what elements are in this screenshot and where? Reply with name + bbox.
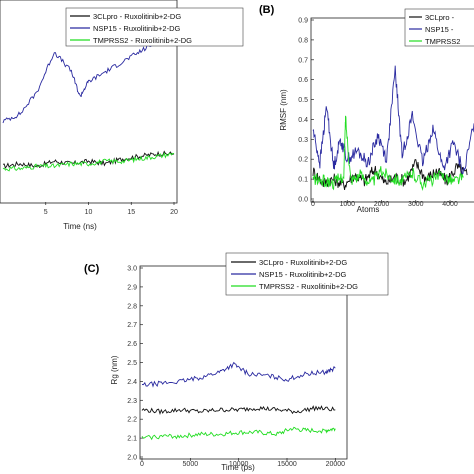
panel-b-y-tick-label: 0.7: [298, 57, 308, 64]
panel-b-legend-box: [404, 8, 474, 47]
panel-a-series-line-nsp15: [2, 31, 175, 124]
panel-c-y-tick-label: 2.8: [127, 303, 137, 310]
panel-b-x-tick-label: 1000: [339, 201, 355, 208]
panel-b-y-axis-label: RMSF (nm): [279, 89, 288, 131]
panel-c-y-tick-label: 2.9: [127, 284, 137, 291]
panel-b-x-tick-label: 4000: [442, 201, 458, 208]
panel-a-legend-label-nsp15: NSP15 - Ruxolitinib+2-DG: [93, 24, 180, 33]
panel-b-y-tick-label: 0.2: [298, 157, 308, 164]
panel-a-x-axis-label: Time (ns): [63, 222, 97, 231]
panel-a-series-line-3clpro: [2, 150, 175, 169]
panel-c-x-tick-label: 15000: [277, 461, 297, 468]
panel-c-x-tick-label: 10000: [229, 461, 249, 468]
panel-c-legend-label-nsp15: NSP15 - Ruxolitinib+2-DG: [259, 270, 346, 279]
panel-a-rmsd: 5 10 15 20 Time (ns) 3CLpro - Ruxolitinib+2…: [0, 0, 244, 231]
panel-b-legend: 3CLpro - NSP15 - TMPRSS2: [404, 8, 474, 47]
panel-c-legend-label-tmprss2: TMPRSS2 - Ruxolitinib+2-DG: [259, 282, 358, 291]
panel-a-series-line-tmprss2: [2, 152, 175, 172]
panel-b-series-line-3clpro: [312, 159, 468, 190]
panel-c-series-line-nsp15: [141, 361, 336, 388]
panel-b-x-tick-label: 3000: [408, 201, 424, 208]
panel-c-y-tick-label: 3.0: [127, 266, 137, 273]
panel-b-rmsf: (B) 0 1000 2000 3000 4000 0.0 0.1 0.2 0.3 0.4 0.5…: [259, 4, 474, 214]
panel-b-tag: (B): [259, 4, 275, 16]
panel-b-y-tick-label: 0.3: [298, 137, 308, 144]
panel-a-x-tick-label: 20: [170, 209, 178, 216]
panel-b-y-tick-label: 0.6: [298, 77, 308, 84]
panel-c-series-line-3clpro: [141, 405, 336, 416]
panel-c-series-group: [141, 361, 336, 441]
panel-a-legend-label-tmprss2: TMPRSS2 - Ruxolitinib+2-DG: [93, 36, 192, 45]
panel-c-y-tick-label: 2.0: [127, 455, 137, 462]
panel-c-y-tick-label: 2.5: [127, 360, 137, 367]
panel-c-x-tick-label: 5000: [183, 461, 199, 468]
panel-c-y-tick-label: 2.2: [127, 417, 137, 424]
panel-b-legend-label-nsp15: NSP15 -: [425, 25, 454, 34]
panel-a-series-group: [2, 31, 175, 172]
panel-b-series-line-tmprss2: [312, 115, 464, 191]
panel-a-x-ticks: 5 10 15 20: [44, 202, 178, 216]
panel-b-legend-label-tmprss2: TMPRSS2: [425, 37, 460, 46]
panel-c-y-tick-label: 2.6: [127, 341, 137, 348]
panel-c-x-axis-label: Time (ps): [221, 463, 255, 472]
panel-b-x-axis-label: Atoms: [357, 205, 380, 214]
panel-c-rg: (C) 0 5000 10000 15000 20000 2.0 2.1 2.2 2.3 2.4…: [84, 252, 389, 472]
panel-b-legend-label-3clpro: 3CLpro -: [425, 13, 455, 22]
panel-c-legend-label-3clpro: 3CLpro - Ruxolitinib+2-DG: [259, 258, 347, 267]
panel-b-series-line-nsp15: [312, 65, 474, 177]
panel-c-legend: 3CLpro - Ruxolitinib+2-DG NSP15 - Ruxoli…: [225, 252, 389, 296]
panel-a-legend-box: [65, 7, 244, 47]
panel-a-x-tick-label: 5: [44, 209, 48, 216]
panel-b-x-tick-label: 0: [311, 201, 315, 208]
panel-b-y-tick-label: 0.9: [298, 18, 308, 25]
panel-c-x-tick-label: 20000: [326, 461, 346, 468]
panel-b-plot-frame: [310, 17, 474, 203]
panel-a-x-tick-label: 15: [127, 209, 135, 216]
panel-c-y-tick-label: 2.4: [127, 379, 137, 386]
panel-c-y-axis-label: Rg (nm): [110, 355, 119, 384]
panel-c-y-tick-label: 2.1: [127, 436, 137, 443]
panel-c-plot-frame: [139, 265, 348, 460]
panel-c-x-tick-label: 0: [140, 461, 144, 468]
panel-b-series-group: [312, 65, 474, 191]
panel-a-legend: 3CLpro - Ruxolitinib+2-DG NSP15 - Ruxoli…: [65, 7, 244, 47]
panel-b-x-tick-label: 2000: [374, 201, 390, 208]
panel-a-x-tick-label: 10: [85, 209, 93, 216]
panel-b-y-tick-label: 0.8: [298, 37, 308, 44]
panel-c-y-tick-label: 2.7: [127, 322, 137, 329]
panel-a-legend-label-3clpro: 3CLpro - Ruxolitinib+2-DG: [93, 12, 181, 21]
panel-c-x-ticks: 0 5000 10000 15000 20000: [140, 458, 345, 468]
panel-b-y-ticks: 0.0 0.1 0.2 0.3 0.4 0.5 0.6 0.7 0.8 0.9: [298, 18, 314, 204]
panel-b-y-tick-label: 0.0: [298, 197, 308, 204]
panel-b-y-tick-label: 0.4: [298, 117, 308, 124]
panel-c-series-line-tmprss2: [141, 426, 336, 441]
panel-b-y-tick-label: 0.5: [298, 97, 308, 104]
panel-b-y-tick-label: 0.1: [298, 177, 308, 184]
panel-c-tag: (C): [84, 263, 100, 275]
panel-c-y-tick-label: 2.3: [127, 398, 137, 405]
panel-b-x-ticks: 0 1000 2000 3000 4000: [311, 200, 458, 208]
panel-c-y-ticks: 2.0 2.1 2.2 2.3 2.4 2.5 2.6 2.7 2.8 2.9 3.0: [127, 266, 143, 462]
